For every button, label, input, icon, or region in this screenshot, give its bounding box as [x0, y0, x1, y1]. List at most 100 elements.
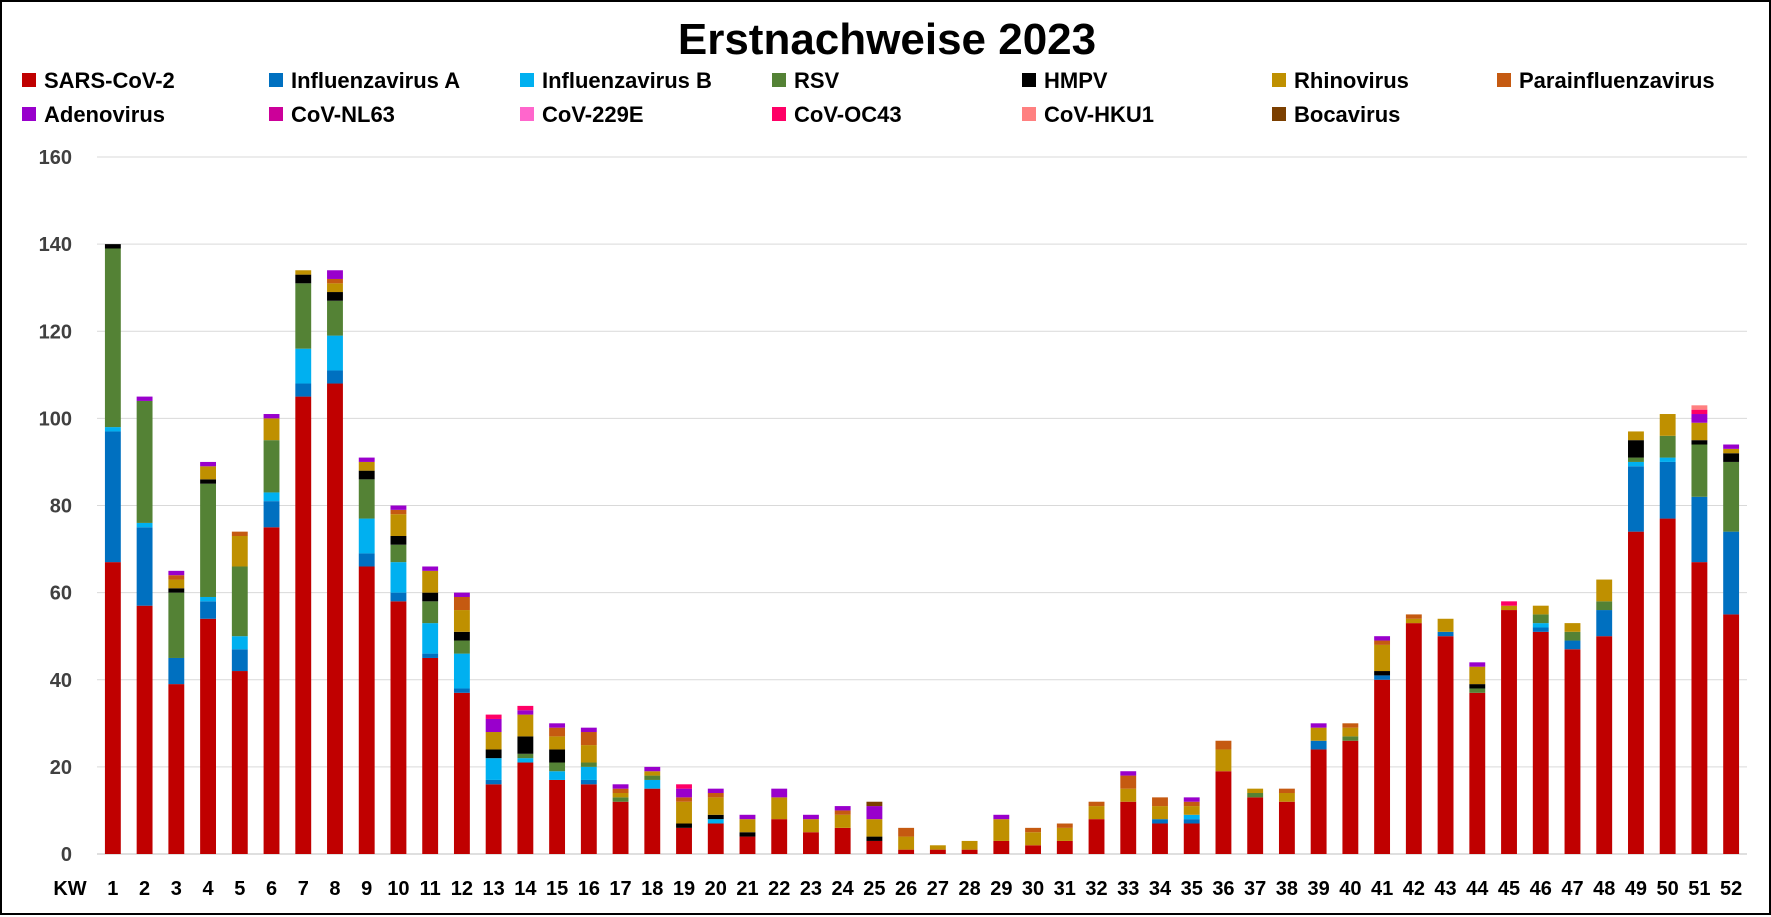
bar-kw4-rhinovirus [200, 466, 216, 480]
bar-kw8-sars-cov-2 [327, 383, 343, 854]
bar-kw21-rhinovirus [739, 819, 756, 833]
bar-kw10-rsv [390, 544, 407, 563]
chart-title: Erstnachweise 2023 [678, 15, 1096, 64]
bar-kw9-rhinovirus [358, 461, 375, 471]
x-tick-label-45: 45 [1498, 878, 1520, 900]
bar-kw18-adenovirus [644, 766, 661, 772]
bar-kw41-sars-cov-2 [1374, 679, 1391, 854]
bar-kw40-rsv [1342, 736, 1359, 741]
bar-kw29-sars-cov-2 [993, 840, 1010, 854]
legend-swatch-adenovirus [22, 107, 36, 121]
bar-kw23-adenovirus [803, 814, 819, 820]
x-tick-label-11: 11 [420, 878, 441, 900]
bar-kw19-parainfluenzavirus [676, 797, 692, 802]
bar-kw9-rsv [358, 479, 375, 519]
bar-kw18-rhinovirus [644, 771, 661, 776]
bar-kw8-rhinovirus [327, 283, 343, 293]
x-tick-label-3: 3 [171, 878, 182, 900]
bar-kw16-rhinovirus [580, 745, 597, 763]
bar-kw34-sars-cov-2 [1152, 823, 1168, 854]
bar-kw49-influenzavirus b [1628, 461, 1644, 467]
bar-kw8-adenovirus [327, 270, 343, 279]
bar-kw3-influenzavirus a [168, 657, 185, 685]
bar-kw10-rhinovirus [390, 514, 407, 536]
bar-kw16-adenovirus [580, 727, 597, 733]
bar-kw35-rhinovirus [1183, 806, 1200, 815]
bar-kw19-adenovirus [676, 788, 692, 798]
x-tick-label-52: 52 [1720, 878, 1742, 900]
legend-label-cov-hku1: CoV-HKU1 [1044, 102, 1154, 127]
x-tick-label-32: 32 [1085, 878, 1107, 900]
bar-kw29-rhinovirus [993, 819, 1010, 841]
bar-kw39-influenzavirus a [1310, 740, 1327, 750]
bar-kw50-rsv [1659, 435, 1676, 458]
bar-kw31-sars-cov-2 [1056, 840, 1073, 854]
bar-kw13-cov-oc43 [485, 714, 502, 719]
legend-label-parainfluenzavirus: Parainfluenzavirus [1519, 68, 1715, 93]
bar-kw16-sars-cov-2 [580, 784, 597, 854]
bar-kw47-rsv [1564, 631, 1581, 641]
bar-kw35-parainfluenzavirus [1183, 801, 1200, 807]
bar-kw17-sars-cov-2 [612, 801, 629, 854]
bar-kw1-influenzavirus b [104, 427, 121, 432]
bar-kw50-rhinovirus [1659, 414, 1676, 436]
x-tick-label-17: 17 [609, 878, 631, 900]
bar-kw20-parainfluenzavirus [707, 793, 724, 798]
x-tick-label-7: 7 [298, 878, 309, 900]
bar-kw20-influenzavirus b [707, 819, 724, 824]
bar-kw43-rhinovirus [1437, 618, 1454, 632]
bar-kw26-rhinovirus [898, 836, 915, 850]
bar-kw2-sars-cov-2 [136, 605, 153, 854]
x-tick-label-16: 16 [578, 878, 600, 900]
bar-kw6-influenzavirus a [263, 501, 280, 528]
bar-kw30-sars-cov-2 [1025, 845, 1041, 854]
bar-kw52-sars-cov-2 [1723, 614, 1740, 854]
bar-kw7-influenzavirus a [295, 383, 312, 397]
bar-kw39-sars-cov-2 [1310, 749, 1327, 854]
bar-kw3-adenovirus [168, 570, 185, 576]
bar-kw8-influenzavirus a [327, 370, 343, 384]
bar-kw38-sars-cov-2 [1278, 801, 1295, 854]
legend-label-cov-oc43: CoV-OC43 [794, 102, 902, 127]
bar-kw6-sars-cov-2 [263, 527, 280, 854]
bar-kw30-parainfluenzavirus [1025, 827, 1041, 833]
x-axis-ticks: 1 2 3 4 5 6 7 8 9 10 11 12 13 14 15 16 17 18 19 20 21 22 23 24 2… [107, 878, 1742, 900]
bar-kw18-sars-cov-2 [644, 788, 661, 854]
bar-kw48-sars-cov-2 [1596, 636, 1613, 854]
bar-kw36-rhinovirus [1215, 749, 1232, 772]
legend-label-sars-cov-2: SARS-CoV-2 [44, 68, 175, 93]
bar-kw15-adenovirus [549, 723, 566, 728]
bar-kw48-rhinovirus [1596, 579, 1613, 602]
bar-kw25-sars-cov-2 [866, 840, 883, 854]
bar-kw51-cov-oc43 [1691, 409, 1708, 415]
bar-kw35-influenzavirus b [1183, 814, 1200, 820]
bar-kw41-parainfluenzavirus [1374, 640, 1391, 645]
bar-kw44-rhinovirus [1469, 666, 1486, 685]
bar-kw34-parainfluenzavirus [1152, 797, 1168, 807]
bar-kw3-hmpv [168, 588, 185, 593]
bar-kw5-parainfluenzavirus [231, 531, 248, 536]
bar-kw42-parainfluenzavirus [1405, 614, 1422, 619]
bar-kw11-rhinovirus [422, 570, 439, 593]
bar-kw9-adenovirus [358, 457, 375, 462]
bar-kw51-rhinovirus [1691, 422, 1708, 441]
x-tick-label-12: 12 [451, 878, 473, 900]
bar-kw48-rsv [1596, 601, 1613, 611]
x-tick-label-35: 35 [1181, 878, 1203, 900]
bar-kw36-parainfluenzavirus [1215, 740, 1232, 750]
bar-kw35-sars-cov-2 [1183, 823, 1200, 854]
bar-kw32-parainfluenzavirus [1088, 801, 1105, 807]
bar-kw13-adenovirus [485, 718, 502, 733]
bar-kw8-hmpv [327, 292, 343, 301]
bar-kw13-sars-cov-2 [485, 784, 502, 854]
bar-kw37-rsv [1247, 793, 1264, 798]
x-tick-label-24: 24 [832, 878, 855, 900]
bar-kw4-adenovirus [200, 461, 216, 467]
bar-kw11-hmpv [422, 592, 439, 602]
bar-kw33-sars-cov-2 [1120, 801, 1137, 854]
y-tick-label-80: 80 [50, 496, 72, 518]
bar-kw14-hmpv [517, 736, 534, 754]
bar-kw45-sars-cov-2 [1501, 610, 1517, 854]
x-tick-label-19: 19 [673, 878, 695, 900]
bar-kw8-influenzavirus b [327, 335, 343, 371]
